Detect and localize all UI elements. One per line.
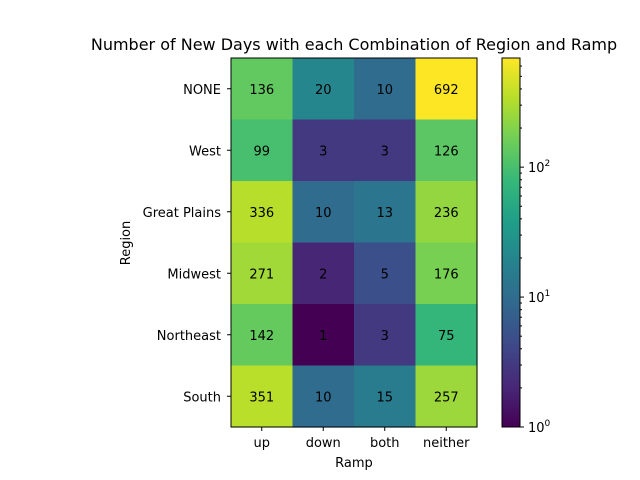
cell-value-label: 10 [315, 206, 332, 221]
cell-value-label: 75 [438, 329, 455, 344]
x-axis-label: Ramp [335, 456, 373, 471]
heatmap-cell [354, 181, 417, 244]
colorbar [501, 57, 521, 428]
colorbar-tick-exponent: 0 [545, 419, 551, 429]
heatmap-cell [231, 181, 294, 244]
heatmap-cell [231, 304, 294, 367]
colorbar-tick-exponent: 2 [545, 159, 551, 169]
cell-value-label: 5 [381, 267, 389, 282]
cell-value-label: 142 [249, 329, 274, 344]
heatmap-cell [415, 304, 478, 367]
heatmap-cell [231, 242, 294, 305]
cell-value-label: 10 [315, 390, 332, 405]
cell-value-label: 3 [319, 144, 327, 159]
heatmap-cell [231, 58, 294, 121]
heatmap-cell [415, 119, 478, 182]
y-axis-ticks: NONE West Great Plains Midwest Northeast Sout… [143, 83, 231, 405]
y-tick-label: Northeast [157, 329, 221, 344]
cell-value-label: 236 [434, 206, 459, 221]
cell-value-label: 13 [376, 206, 393, 221]
heatmap-cell [292, 181, 355, 244]
y-axis-label: Region [119, 221, 134, 266]
cell-value-label: 99 [253, 144, 270, 159]
y-tick-label: South [183, 390, 221, 405]
x-tick-label: neither [423, 436, 470, 451]
heatmap-cells [231, 58, 478, 428]
cell-value-label: 3 [381, 329, 389, 344]
cell-value-label: 692 [434, 83, 459, 98]
colorbar-tick-label: 100 [528, 419, 551, 436]
heatmap-cell [415, 365, 478, 428]
heatmap-cell [231, 365, 294, 428]
heatmap-cell [354, 365, 417, 428]
chart-title: Number of New Days with each Combination… [91, 35, 617, 54]
cell-value-label: 126 [434, 144, 459, 159]
heatmap-cell [354, 304, 417, 367]
heatmap-cell [292, 304, 355, 367]
colorbar-tick-label: 102 [528, 159, 550, 176]
heatmap-cell [354, 119, 417, 182]
colorbar-tick-base: 10 [528, 291, 545, 306]
heatmap-cell [415, 181, 478, 244]
cell-value-label: 271 [249, 267, 274, 282]
cell-value-label: 20 [315, 83, 332, 98]
cell-value-label: 10 [376, 83, 393, 98]
x-axis-ticks: up down both neither [254, 427, 470, 451]
heatmap-cell [292, 365, 355, 428]
heatmap-cell [292, 119, 355, 182]
plot-frame [230, 57, 478, 428]
colorbar-tick-base: 10 [528, 161, 545, 176]
cell-value-label: 257 [434, 390, 459, 405]
y-tick-label: West [189, 144, 221, 159]
y-tick-label: Great Plains [143, 206, 222, 221]
x-tick-label: up [254, 436, 271, 451]
cell-value-label: 1 [319, 329, 327, 344]
cell-value-label: 2 [319, 267, 327, 282]
colorbar-tick-exponent: 1 [545, 289, 551, 299]
heatmap-cell [292, 242, 355, 305]
x-tick-label: both [370, 436, 400, 451]
heatmap-cell [354, 242, 417, 305]
heatmap-cell [415, 58, 478, 121]
cell-value-label: 176 [434, 267, 459, 282]
cell-value-label: 15 [376, 390, 393, 405]
cell-value-label: 351 [249, 390, 274, 405]
cell-value-label: 3 [381, 144, 389, 159]
heatmap-cell [292, 58, 355, 121]
cell-value-label: 136 [249, 83, 274, 98]
heatmap-cell [231, 119, 294, 182]
heatmap-cell [354, 58, 417, 121]
heatmap-cell [415, 242, 478, 305]
colorbar-tick-label: 101 [528, 289, 550, 306]
colorbar-tick-base: 10 [528, 421, 545, 436]
y-tick-label: Midwest [167, 267, 221, 282]
y-tick-label: NONE [183, 83, 221, 98]
x-tick-label: down [306, 436, 341, 451]
cell-value-label: 336 [249, 206, 274, 221]
